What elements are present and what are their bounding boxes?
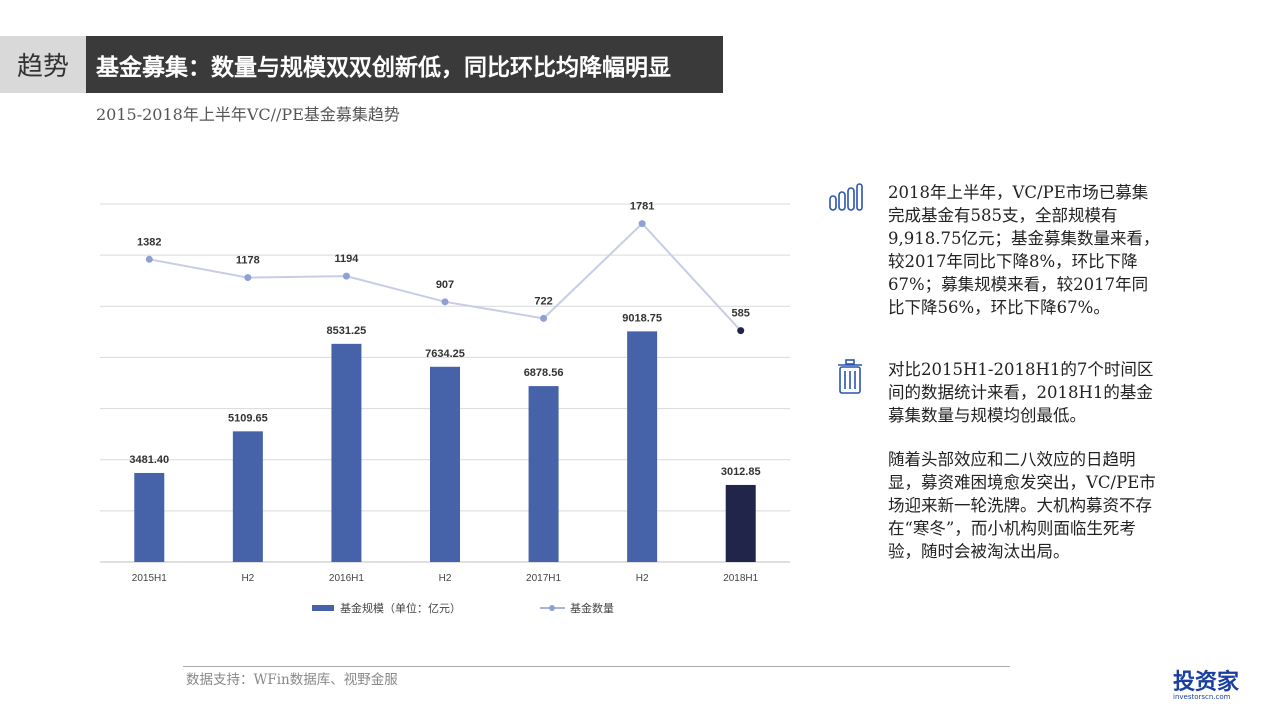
bar (528, 386, 559, 562)
line-label: 585 (732, 308, 750, 320)
x-tick-label: 2018H1 (723, 573, 758, 584)
x-tick-label: H2 (636, 573, 649, 584)
bar (134, 472, 165, 562)
line-point (244, 274, 252, 282)
line-label: 1194 (334, 253, 359, 265)
bar-label: 3481.40 (129, 454, 169, 466)
legend-bar-label: 基金规模（单位：亿元） (340, 601, 461, 615)
divider (183, 666, 1010, 667)
bar-label: 5109.65 (228, 412, 268, 424)
line-label: 907 (436, 279, 454, 291)
bar (232, 431, 263, 562)
chart: 3481.40 2015H1 5109.65 H2 8531.25 2016H1 7634.… (100, 201, 790, 615)
line-label: 1178 (236, 255, 260, 267)
line-label: 722 (534, 295, 552, 307)
x-tick-label: H2 (241, 573, 254, 584)
bar-label: 7634.25 (425, 348, 465, 360)
line-point (737, 327, 745, 335)
legend-bar-swatch (312, 605, 334, 611)
page-title: 基金募集：数量与规模双双创新低，同比环比均降幅明显 (86, 36, 723, 93)
bar (430, 366, 460, 562)
bar-label: 3012.85 (721, 466, 761, 478)
chart-title: 2015-2018年上半年VC//PE基金募集趋势 (96, 105, 400, 124)
bar-chart-icon (829, 183, 863, 211)
legend-line-marker (549, 605, 555, 611)
bar-label: 9018.75 (622, 312, 662, 324)
line-point (441, 298, 449, 306)
logo-name: 投资家 (1173, 670, 1240, 695)
line-point (342, 272, 350, 280)
line-point (638, 220, 646, 228)
note-3: 随着头部效应和二八效应的日趋明显，募资难困境愈发突出，VC/PE市场迎来新一轮洗… (888, 450, 1156, 561)
x-tick-label: 2017H1 (526, 573, 561, 584)
bar-label: 6878.56 (524, 367, 564, 379)
section-tag: 趋势 (0, 36, 86, 93)
x-tick-label: H2 (439, 573, 452, 584)
bar (627, 331, 658, 562)
bar (725, 484, 756, 562)
line-label: 1781 (630, 201, 654, 213)
logo: 投资家 investorscn.com (1173, 664, 1239, 701)
note-1: 2018年上半年，VC/PE市场已募集完成基金有585支，全部规模有9,918.… (888, 183, 1160, 317)
x-tick-label: 2016H1 (329, 573, 364, 584)
source-note: 数据支持：WFin数据库、视野金服 (186, 672, 398, 688)
line-point (540, 314, 548, 322)
note-2: 对比2015H1-2018H1的7个时间区间的数据统计来看，2018H1的基金募… (888, 360, 1154, 425)
x-tick-label: 2015H1 (132, 573, 167, 584)
line-point (145, 255, 153, 263)
trash-icon (838, 359, 862, 394)
logo-url: investorscn.com (1173, 693, 1231, 701)
bar (331, 343, 362, 562)
legend-line-label: 基金数量 (570, 601, 614, 615)
bar-label: 8531.25 (327, 325, 367, 337)
line-label: 1382 (137, 236, 161, 248)
